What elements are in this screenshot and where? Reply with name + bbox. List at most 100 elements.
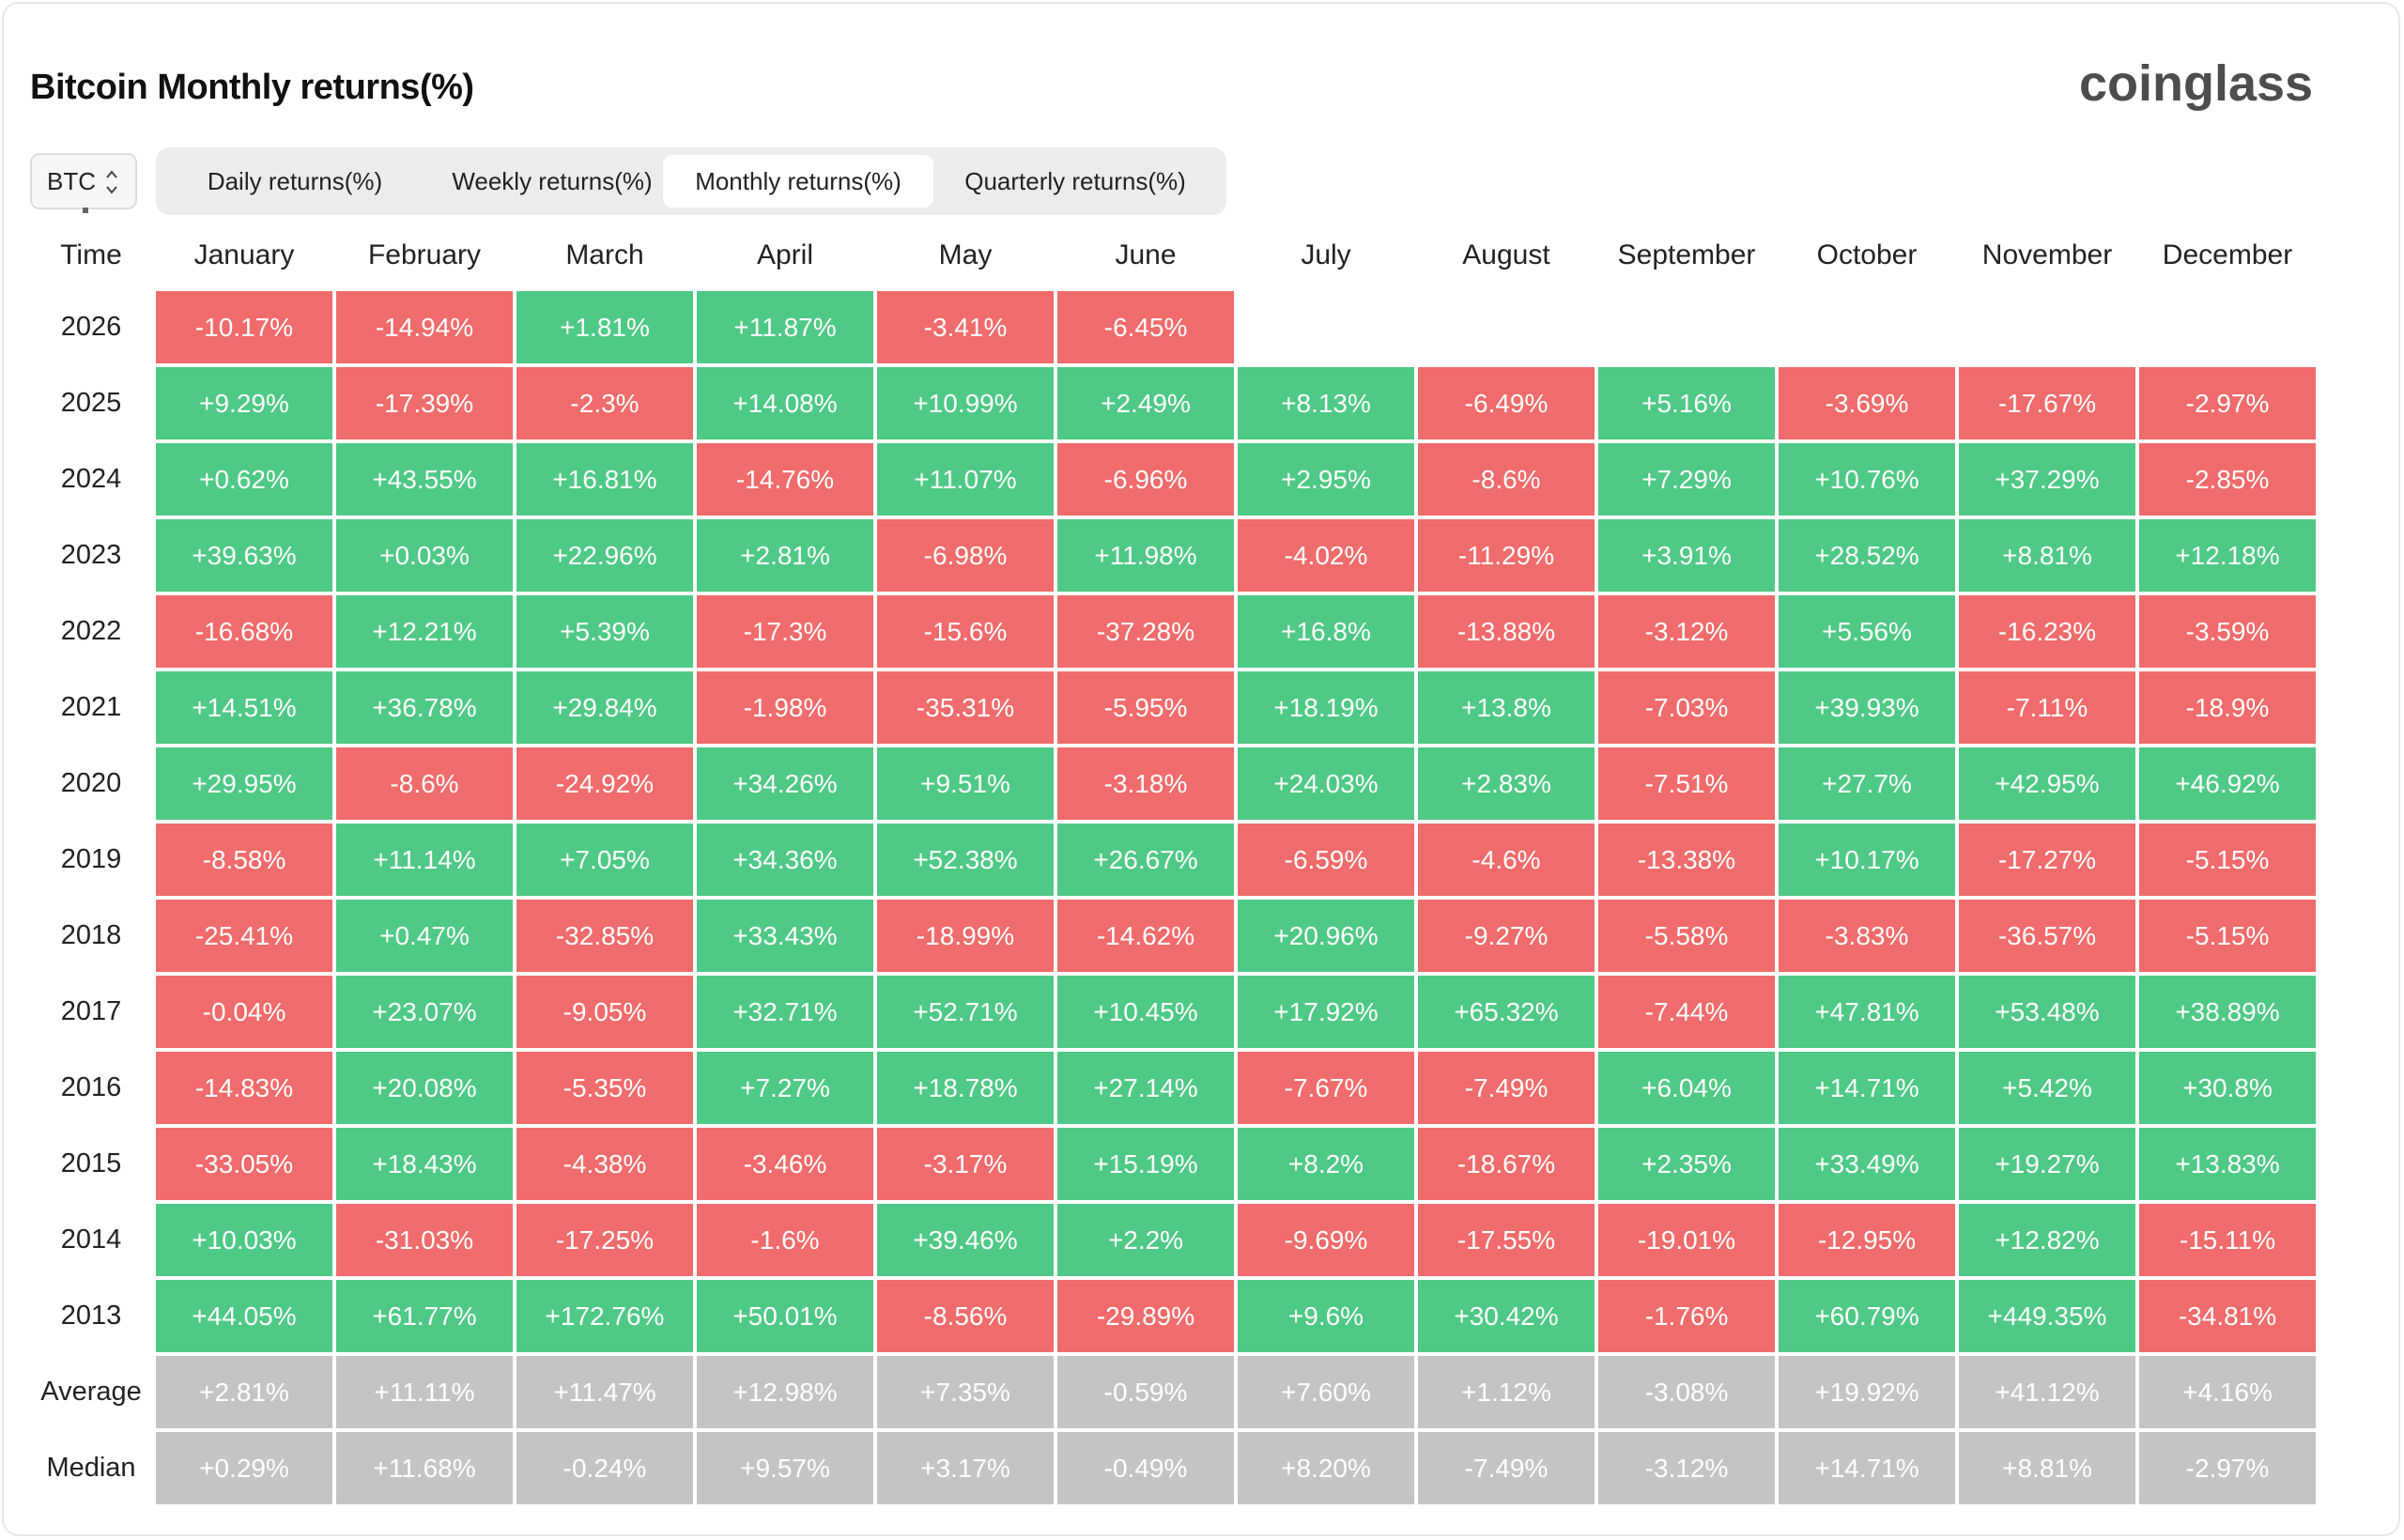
return-cell: +10.99%	[877, 367, 1054, 439]
median-cell: +11.68%	[336, 1432, 513, 1504]
row-label-year: 2023	[60, 540, 122, 570]
average-cell: +1.12%	[1418, 1356, 1595, 1428]
return-cell: +30.42%	[1418, 1280, 1595, 1352]
return-cell: +2.83%	[1418, 747, 1595, 820]
return-cell: +42.95%	[1959, 747, 2135, 820]
return-cell: +11.07%	[877, 443, 1054, 516]
return-cell: +29.84%	[516, 671, 693, 744]
return-cell: -13.88%	[1418, 595, 1595, 668]
median-cell: -7.49%	[1418, 1432, 1595, 1504]
return-cell: -7.51%	[1598, 747, 1775, 820]
tab-quarterly-returns[interactable]: Quarterly returns(%)	[939, 155, 1211, 208]
return-cell: +33.49%	[1779, 1128, 1955, 1200]
month-header-april: April	[756, 239, 813, 270]
return-cell: +18.78%	[877, 1052, 1054, 1124]
return-cell: -5.15%	[2139, 824, 2316, 896]
median-cell: +9.57%	[697, 1432, 873, 1504]
return-cell: +37.29%	[1959, 443, 2135, 516]
return-cell: +449.35%	[1959, 1280, 2135, 1352]
page-title: Bitcoin Monthly returns(%)	[30, 68, 474, 107]
tab-weekly-returns[interactable]: Weekly returns(%)	[419, 155, 686, 208]
month-header-august: August	[1462, 239, 1550, 270]
return-cell: +12.82%	[1959, 1204, 2135, 1276]
return-cell: +47.81%	[1779, 976, 1955, 1048]
return-cell: -18.99%	[877, 900, 1054, 972]
row-label-year: 2020	[60, 768, 122, 798]
row-label-median: Median	[46, 1453, 136, 1483]
return-cell: +7.27%	[697, 1052, 873, 1124]
return-cell: -9.27%	[1418, 900, 1595, 972]
return-cell: -12.95%	[1779, 1204, 1955, 1276]
return-cell: +39.63%	[156, 519, 332, 592]
return-cell: -3.17%	[877, 1128, 1054, 1200]
return-cell: +16.8%	[1238, 595, 1414, 668]
return-cell: +10.03%	[156, 1204, 332, 1276]
chevron-up-down-icon	[106, 170, 117, 194]
return-cell: -2.3%	[516, 367, 693, 439]
median-cell: +8.81%	[1959, 1432, 2135, 1504]
return-cell: +18.43%	[336, 1128, 513, 1200]
return-cell: -0.04%	[156, 976, 332, 1048]
return-cell: +14.71%	[1779, 1052, 1955, 1124]
return-cell: -7.11%	[1959, 671, 2135, 744]
return-cell: +33.43%	[697, 900, 873, 972]
return-cell: -24.92%	[516, 747, 693, 820]
median-cell: -3.12%	[1598, 1432, 1775, 1504]
return-cell: -1.98%	[697, 671, 873, 744]
return-cell: +12.21%	[336, 595, 513, 668]
return-cell: +24.03%	[1238, 747, 1414, 820]
return-cell: -25.41%	[156, 900, 332, 972]
return-cell: +2.95%	[1238, 443, 1414, 516]
return-cell: +26.67%	[1057, 824, 1234, 896]
tab-label: Quarterly returns(%)	[964, 166, 1186, 195]
return-cell: -19.01%	[1598, 1204, 1775, 1276]
return-cell: +29.95%	[156, 747, 332, 820]
return-cell: -3.69%	[1779, 367, 1955, 439]
median-cell: -0.49%	[1057, 1432, 1234, 1504]
coin-select[interactable]: BTC	[30, 153, 137, 213]
tab-daily-returns[interactable]: Daily returns(%)	[171, 155, 419, 208]
return-cell: +52.71%	[877, 976, 1054, 1048]
return-cell: +53.48%	[1959, 976, 2135, 1048]
return-cell: +17.92%	[1238, 976, 1414, 1048]
return-cell: -4.02%	[1238, 519, 1414, 592]
return-cell: -3.83%	[1779, 900, 1955, 972]
row-label-year: 2013	[60, 1301, 122, 1331]
return-cell: +27.7%	[1779, 747, 1955, 820]
return-cell: -5.15%	[2139, 900, 2316, 972]
return-cell: -17.55%	[1418, 1204, 1595, 1276]
return-cell: +46.92%	[2139, 747, 2316, 820]
return-cell: -14.76%	[697, 443, 873, 516]
return-cell: +39.93%	[1779, 671, 1955, 744]
average-cell: +11.47%	[516, 1356, 693, 1428]
median-cell: +8.20%	[1238, 1432, 1414, 1504]
return-cell: +8.81%	[1959, 519, 2135, 592]
return-cell: -9.05%	[516, 976, 693, 1048]
return-cell: +2.2%	[1057, 1204, 1234, 1276]
month-header-june: June	[1115, 239, 1177, 270]
return-cell: -32.85%	[516, 900, 693, 972]
median-cell: +3.17%	[877, 1432, 1054, 1504]
month-header-july: July	[1301, 239, 1351, 270]
return-cell: -17.67%	[1959, 367, 2135, 439]
return-cell: +13.8%	[1418, 671, 1595, 744]
return-cell: -17.39%	[336, 367, 513, 439]
return-cell: -13.38%	[1598, 824, 1775, 896]
row-label-year: 2019	[60, 844, 122, 874]
return-cell: +61.77%	[336, 1280, 513, 1352]
median-cell: +14.71%	[1779, 1432, 1955, 1504]
return-cell: -6.49%	[1418, 367, 1595, 439]
return-cell: +0.62%	[156, 443, 332, 516]
tab-monthly-returns[interactable]: Monthly returns(%)	[663, 155, 933, 208]
return-cell: -3.12%	[1598, 595, 1775, 668]
return-cell: -16.68%	[156, 595, 332, 668]
return-cell: +2.35%	[1598, 1128, 1775, 1200]
return-cell: +18.19%	[1238, 671, 1414, 744]
return-cell: -17.3%	[697, 595, 873, 668]
return-cell: -3.18%	[1057, 747, 1234, 820]
row-label-average: Average	[40, 1377, 142, 1407]
average-cell: +2.81%	[156, 1356, 332, 1428]
tab-label: Daily returns(%)	[207, 166, 383, 195]
return-cell: +1.81%	[516, 291, 693, 363]
return-cell: +11.87%	[697, 291, 873, 363]
